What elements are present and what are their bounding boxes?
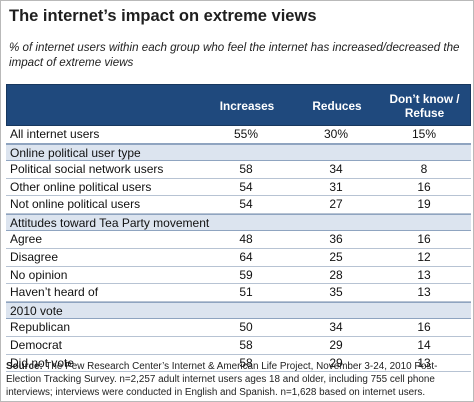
table-row: Haven’t heard of 51 35 13: [6, 284, 471, 302]
row-label: Disagree: [10, 250, 59, 265]
cell-reduces: 34: [329, 320, 343, 335]
cell-reduces: 27: [329, 197, 343, 212]
cell-reduces: 34: [329, 162, 343, 177]
cell-dont-know: 16: [417, 232, 431, 247]
row-label: Haven’t heard of: [10, 285, 99, 300]
row-label: Political social network users: [10, 162, 164, 177]
row-label: No opinion: [10, 267, 68, 282]
cell-dont-know: 12: [417, 250, 431, 265]
section-row: Attitudes toward Tea Party movement: [6, 213, 471, 232]
cell-increases: 54: [239, 179, 253, 194]
cell-increases: 48: [239, 232, 253, 247]
cell-reduces: 29: [329, 355, 343, 370]
cell-reduces: 29: [329, 337, 343, 352]
cell-dont-know: 16: [417, 320, 431, 335]
cell-dont-know: 13: [417, 355, 431, 370]
cell-increases: 55%: [233, 127, 259, 141]
table-row: Did not vote 58 29 13: [6, 355, 471, 373]
source-note: Source: The Pew Research Center’s Intern…: [6, 360, 471, 399]
cell-increases: 58: [239, 337, 253, 352]
row-label: Democrat: [10, 337, 63, 352]
section-row: 2010 vote: [6, 301, 471, 320]
section-label: Attitudes toward Tea Party movement: [10, 215, 210, 230]
table-row: Political social network users 58 34 8: [6, 161, 471, 179]
cell-dont-know: 8: [420, 162, 428, 177]
cell-reduces: 28: [329, 267, 343, 282]
row-label: Agree: [10, 232, 43, 247]
cell-dont-know: 13: [417, 285, 431, 300]
section-row: Online political user type: [6, 143, 471, 162]
cell-increases: 54: [239, 197, 253, 212]
column-header-increases: Increases: [219, 99, 275, 113]
cell-reduces: 31: [329, 179, 343, 194]
column-header-dont-know: Don’t know / Refuse: [389, 92, 460, 120]
table-row: No opinion 59 28 13: [6, 267, 471, 285]
row-label: All internet users: [10, 127, 100, 141]
table-row: Other online political users 54 31 16: [6, 179, 471, 197]
cell-dont-know: 16: [417, 179, 431, 194]
section-label: 2010 vote: [10, 303, 63, 318]
cell-increases: 59: [239, 267, 253, 282]
cell-reduces: 25: [329, 250, 343, 265]
cell-reduces: 35: [329, 285, 343, 300]
row-label: Did not vote: [10, 355, 75, 370]
cell-reduces: 36: [329, 232, 343, 247]
column-header-reduces: Reduces: [312, 99, 362, 113]
chart-title: The internet’s impact on extreme views: [9, 7, 317, 25]
data-table: Increases Reduces Don’t know / Refuse Al…: [6, 84, 471, 373]
table-header: Increases Reduces Don’t know / Refuse: [6, 84, 471, 126]
table-body: All internet users 55% 30% 15% Online politi…: [6, 126, 471, 373]
row-label: Other online political users: [10, 179, 152, 194]
table-row: Republican 50 34 16: [6, 319, 471, 337]
row-label: Republican: [10, 320, 71, 335]
table-row: Not online political users 54 27 19: [6, 196, 471, 214]
table-row: Agree 48 36 16: [6, 231, 471, 250]
source-text: The Pew Research Center’s Internet & Ame…: [6, 361, 438, 398]
cell-increases: 58: [239, 355, 253, 370]
table-row: Democrat 58 29 14: [6, 337, 471, 355]
cell-increases: 58: [239, 162, 253, 177]
table-row: Disagree 64 25 12: [6, 249, 471, 267]
cell-increases: 51: [239, 285, 253, 300]
cell-dont-know: 13: [417, 267, 431, 282]
cell-dont-know: 14: [417, 337, 431, 352]
cell-increases: 64: [239, 250, 253, 265]
row-label: Not online political users: [10, 197, 141, 212]
cell-reduces: 30%: [323, 127, 349, 141]
table-row: All internet users 55% 30% 15%: [6, 126, 471, 144]
cell-increases: 50: [239, 320, 253, 335]
section-label: Online political user type: [10, 145, 141, 160]
chart-subtitle: % of internet users within each group wh…: [9, 41, 460, 69]
cell-dont-know: 19: [417, 197, 431, 212]
cell-dont-know: 15%: [411, 127, 437, 141]
source-label: Source:: [6, 361, 43, 372]
